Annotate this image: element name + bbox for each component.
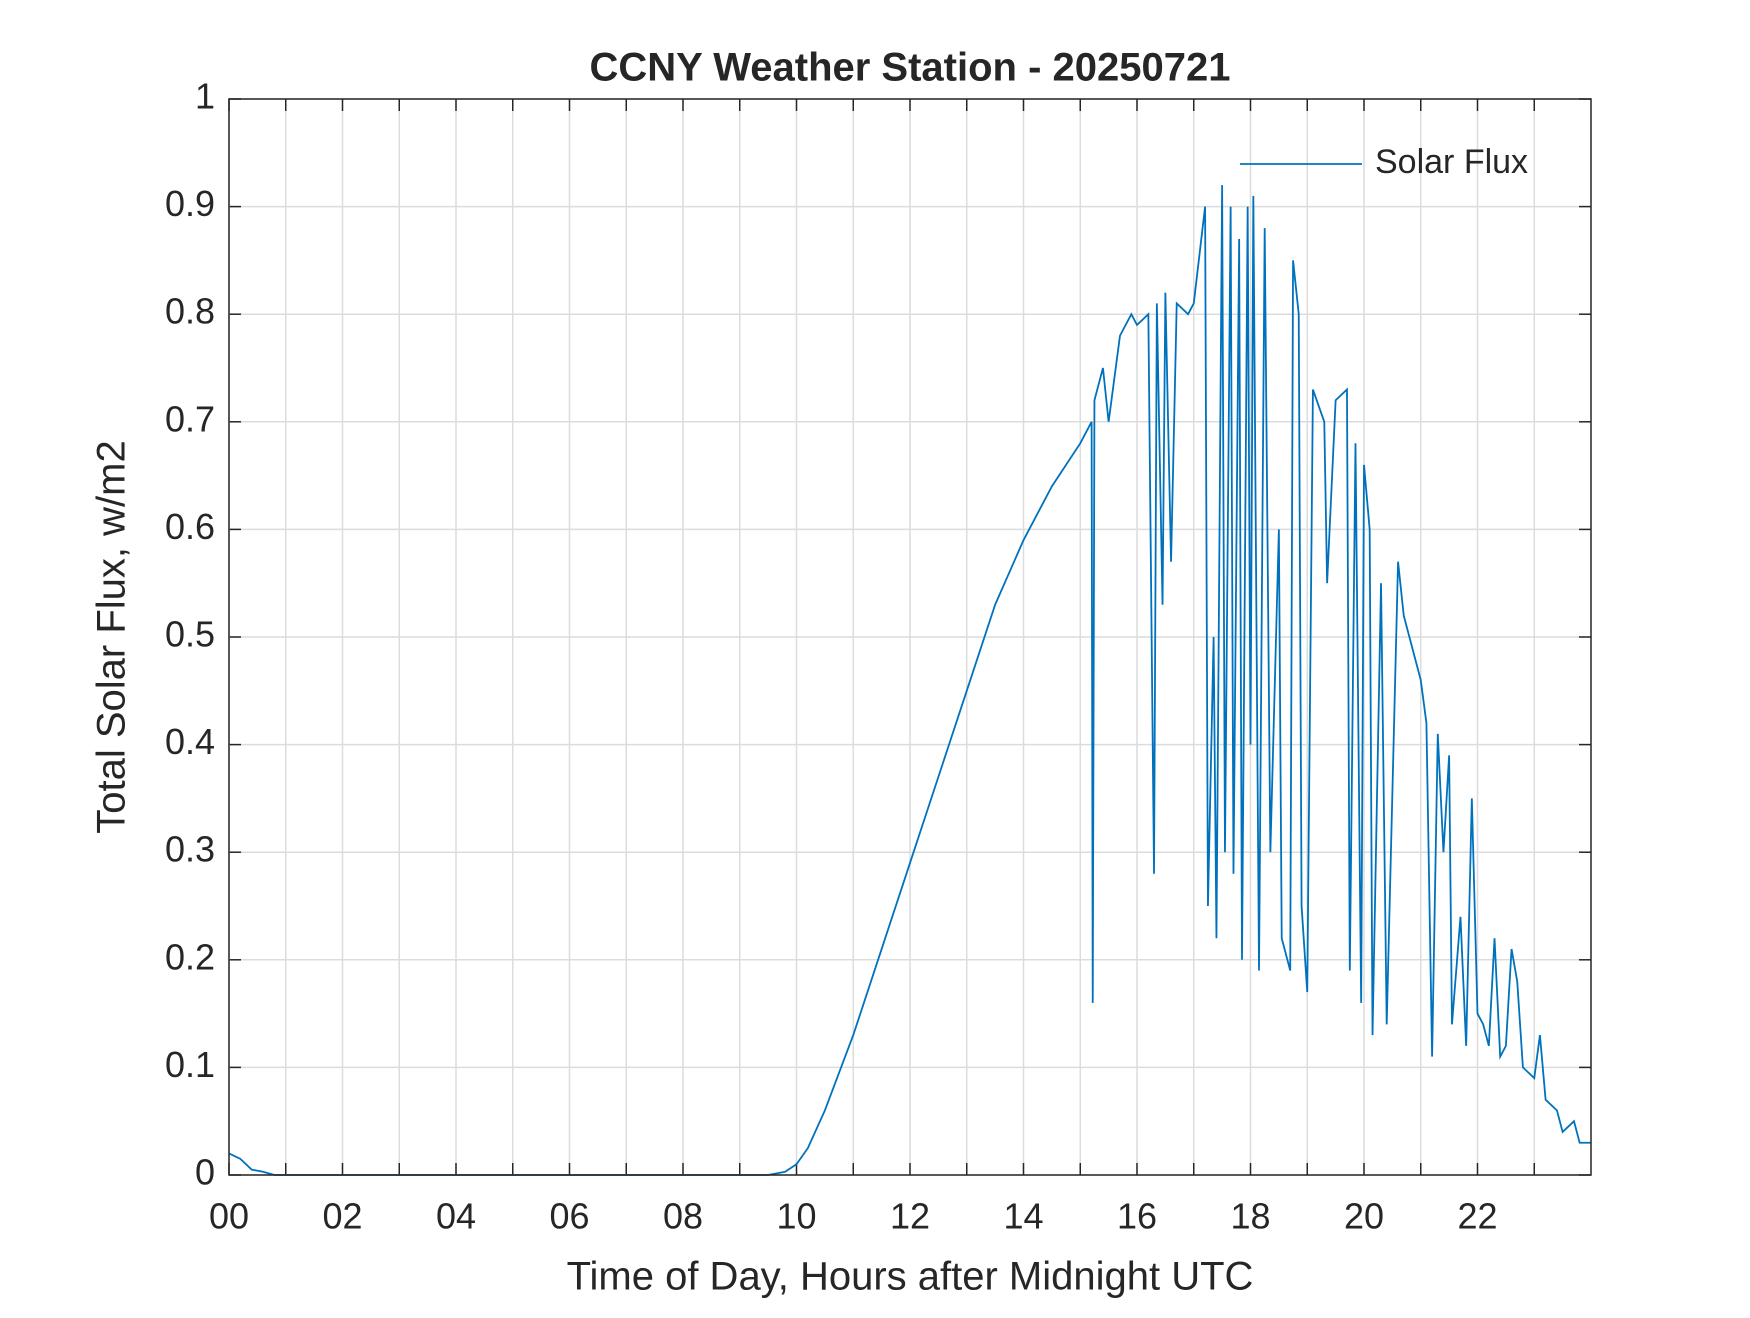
plot-frame [228, 98, 1592, 1176]
y-tick-label: 0.9 [165, 183, 215, 224]
x-tick-label: 08 [663, 1196, 703, 1237]
x-tick-label: 12 [890, 1196, 930, 1237]
y-tick-label: 0.3 [165, 829, 215, 870]
x-tick-label: 00 [209, 1196, 249, 1237]
x-tick-label: 06 [549, 1196, 589, 1237]
x-tick-label: 10 [776, 1196, 816, 1237]
x-tick-label: 18 [1230, 1196, 1270, 1237]
x-tick-label: 14 [1003, 1196, 1043, 1237]
y-tick-label: 0.1 [165, 1044, 215, 1085]
x-tick-label: 16 [1117, 1196, 1157, 1237]
x-tick-label: 20 [1344, 1196, 1384, 1237]
y-tick-label: 0.6 [165, 506, 215, 547]
y-tick-label: 0.4 [165, 721, 215, 762]
y-axis-label: Total Solar Flux, w/m2 [90, 440, 134, 833]
chart-title: CCNY Weather Station - 20250721 [590, 46, 1231, 90]
y-tick-label: 0.8 [165, 291, 215, 332]
x-tick-label: 02 [322, 1196, 362, 1237]
y-tick-label: 0 [195, 1152, 215, 1193]
data-line [228, 185, 1591, 1176]
y-tick-label: 1 [195, 76, 215, 117]
x-tick-label: 22 [1457, 1196, 1497, 1237]
y-tick-label: 0.2 [165, 936, 215, 977]
legend-label: Solar Flux [1375, 143, 1528, 181]
y-tick-label: 0.7 [165, 398, 215, 439]
y-tick-label: 0.5 [165, 614, 215, 655]
x-tick-label: 04 [436, 1196, 476, 1237]
x-axis-label: Time of Day, Hours after Midnight UTC [567, 1255, 1254, 1299]
